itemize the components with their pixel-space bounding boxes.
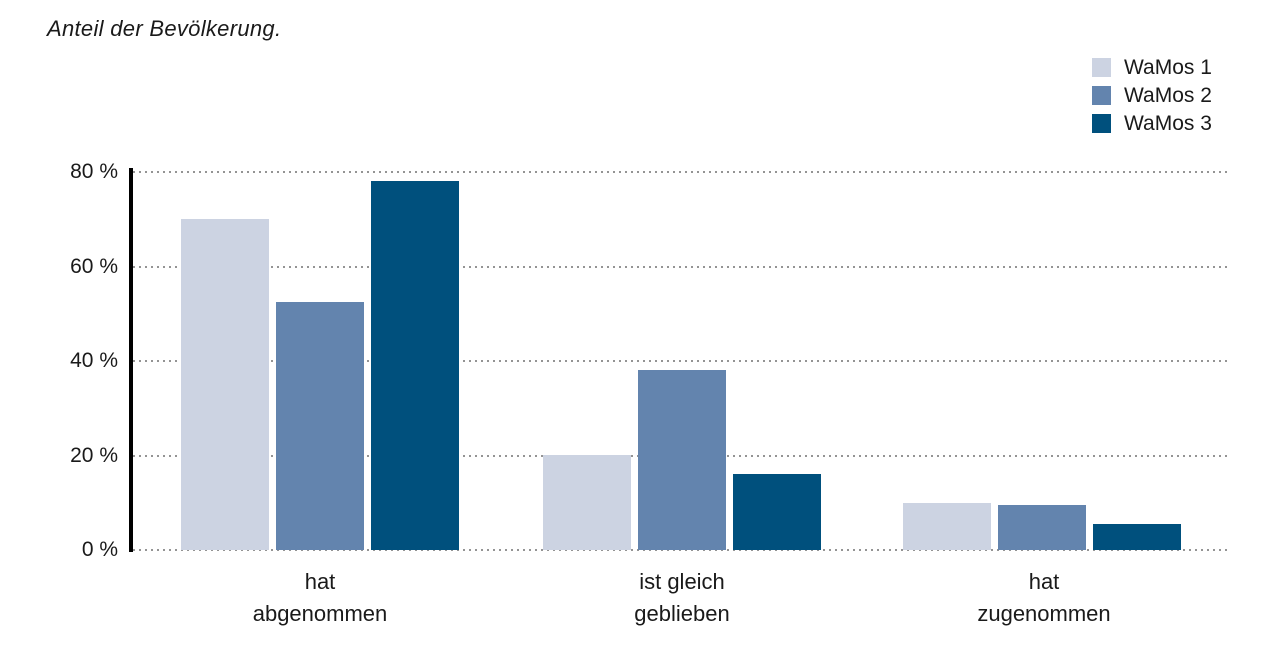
gridline	[133, 171, 1230, 173]
legend-item: WaMos 3	[1092, 112, 1212, 135]
legend-label: WaMos 3	[1124, 112, 1212, 135]
gridline	[133, 265, 1230, 268]
category-label: ist gleich geblieben	[522, 566, 842, 630]
bar	[1093, 524, 1181, 550]
bar	[733, 474, 821, 550]
legend: WaMos 1 WaMos 2 WaMos 3	[1092, 56, 1212, 142]
y-tick-label: 60 %	[70, 254, 118, 278]
y-tick-label: 40 %	[70, 349, 118, 372]
legend-swatch	[1092, 86, 1111, 105]
y-tick-label: 0 %	[81, 538, 118, 561]
legend-swatch	[1092, 58, 1111, 77]
bar	[181, 219, 269, 550]
legend-label: WaMos 2	[1124, 84, 1212, 107]
y-tick-label: 20 %	[70, 443, 118, 467]
category-label-line: hat	[304, 569, 336, 594]
chart-title: Anteil der Bevölkerung.	[47, 16, 282, 41]
gridline	[133, 549, 1230, 551]
legend-swatch	[1092, 114, 1111, 133]
category-label-line: abgenommen	[252, 601, 388, 626]
legend-item: WaMos 2	[1092, 84, 1212, 107]
bar	[543, 455, 631, 550]
category-label-line: geblieben	[634, 601, 730, 626]
y-axis-line	[129, 168, 133, 552]
legend-item: WaMos 1	[1092, 56, 1212, 79]
bar	[276, 302, 364, 550]
bar	[638, 370, 726, 550]
bar	[371, 181, 459, 550]
bar	[903, 503, 991, 550]
category-label: hat abgenommen	[160, 566, 480, 630]
category-label-line: hat	[1028, 569, 1060, 594]
y-tick-label: 80 %	[70, 160, 118, 183]
legend-label: WaMos 1	[1124, 56, 1212, 79]
bar	[998, 505, 1086, 550]
gridline	[133, 360, 1230, 362]
category-label-line: zugenommen	[977, 601, 1111, 626]
category-label-line: ist gleich	[639, 569, 725, 594]
category-label: hat zugenommen	[884, 566, 1204, 630]
